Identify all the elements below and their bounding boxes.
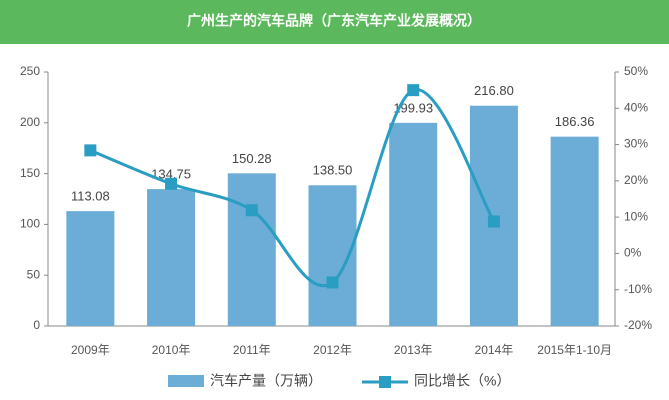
x-tick-label: 2012年 bbox=[313, 343, 352, 357]
x-tick-label: 2010年 bbox=[152, 343, 191, 357]
growth-marker bbox=[245, 204, 258, 217]
legend-swatch bbox=[168, 375, 204, 387]
legend-label: 汽车产量（万辆） bbox=[210, 373, 322, 389]
y-tick-label: 150 bbox=[20, 166, 40, 180]
data-label: 113.08 bbox=[71, 189, 110, 204]
y2-tick-label: -20% bbox=[624, 318, 652, 332]
legend-marker bbox=[379, 376, 391, 388]
bar bbox=[147, 189, 196, 326]
x-tick-label: 2014年 bbox=[475, 343, 514, 357]
y-tick-label: 0 bbox=[33, 318, 40, 332]
y2-tick-label: -10% bbox=[624, 282, 652, 296]
growth-marker bbox=[326, 276, 339, 289]
legend-label: 同比增长（%） bbox=[414, 373, 510, 389]
y-tick-label: 200 bbox=[20, 115, 40, 129]
data-label: 199.93 bbox=[393, 100, 433, 115]
growth-marker bbox=[487, 215, 500, 228]
data-label: 138.50 bbox=[313, 163, 353, 178]
y2-tick-label: 0% bbox=[624, 246, 642, 260]
title-banner bbox=[0, 0, 669, 44]
y-tick-label: 100 bbox=[20, 217, 40, 231]
x-tick-label: 2011年 bbox=[233, 343, 271, 357]
data-label: 134.75 bbox=[151, 167, 191, 182]
y2-tick-label: 30% bbox=[624, 137, 648, 151]
growth-marker bbox=[84, 144, 97, 157]
y2-tick-label: 40% bbox=[624, 100, 648, 114]
x-tick-label: 2015年1-10月 bbox=[537, 343, 612, 357]
bar bbox=[550, 136, 599, 326]
bar bbox=[389, 122, 438, 326]
bar bbox=[66, 211, 115, 326]
bar bbox=[227, 173, 276, 326]
growth-marker bbox=[165, 177, 178, 190]
chart-title: 广州生产的汽车品牌（广东汽车产业发展概况） bbox=[187, 13, 481, 29]
y2-tick-label: 20% bbox=[624, 173, 648, 187]
data-label: 150.28 bbox=[232, 151, 272, 166]
y-tick-label: 250 bbox=[20, 64, 40, 78]
x-tick-label: 2013年 bbox=[394, 343, 433, 357]
y2-tick-label: 10% bbox=[624, 209, 648, 223]
x-tick-label: 2009年 bbox=[71, 343, 110, 357]
y2-tick-label: 50% bbox=[624, 64, 648, 78]
growth-marker bbox=[407, 84, 420, 97]
data-label: 186.36 bbox=[555, 114, 595, 129]
data-label: 216.80 bbox=[474, 83, 514, 98]
y-tick-label: 50 bbox=[27, 267, 41, 281]
